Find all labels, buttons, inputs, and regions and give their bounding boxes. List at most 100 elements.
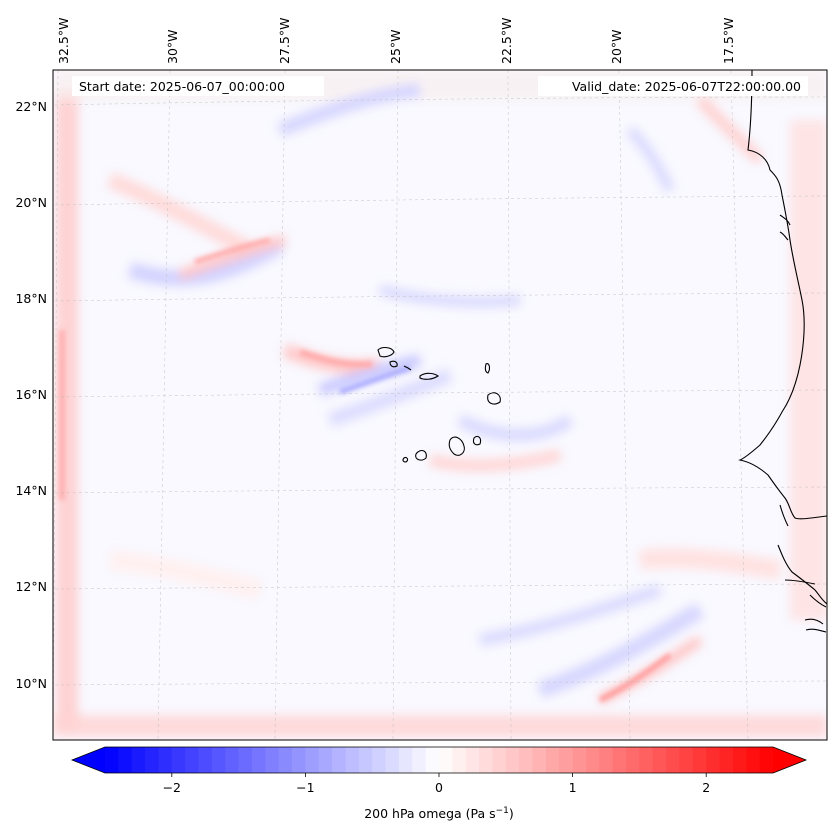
colorbar-cell: [452, 747, 467, 773]
colorbar-cell: [759, 747, 774, 773]
island-santiago: [448, 436, 465, 456]
colorbar-cell: [746, 747, 761, 773]
colorbar-cell: [626, 747, 640, 773]
colorbar-cell: [238, 747, 253, 773]
colorbar-cell: [465, 747, 480, 773]
colorbar-tick-label: −1: [296, 780, 314, 795]
colorbar-cell: [398, 747, 413, 773]
colorbar-cell: [345, 747, 360, 773]
lon-label-30w: 30°W: [165, 29, 180, 64]
colorbar-cell: [225, 747, 240, 773]
colorbar-cell: [198, 747, 213, 773]
colorbar-cell: [292, 747, 306, 773]
colorbar-cell: [412, 747, 427, 773]
lat-label-18n: 18°N: [15, 291, 47, 306]
colorbar-cell: [265, 747, 280, 773]
map-frame: [52, 69, 828, 741]
colorbar-cell: [185, 747, 200, 773]
lat-label-10n: 10°N: [15, 676, 47, 691]
colorbar-cell: [545, 747, 560, 773]
colorbar-cell: [105, 747, 119, 773]
colorbar-cell: [439, 747, 453, 773]
colorbar-cell: [131, 747, 146, 773]
colorbar-outline: [70, 746, 808, 774]
island-santa-luzia: [403, 365, 412, 371]
colorbar-cell: [251, 747, 266, 773]
colorbar-cell: [559, 747, 574, 773]
lat-label-12n: 12°N: [15, 579, 47, 594]
island-boa-vista: [487, 392, 501, 405]
island-sal: [484, 363, 491, 374]
colorbar-cell: [505, 747, 520, 773]
colorbar: −2 −1 0 1 2 200 hPa omega (Pa s−1): [70, 746, 808, 821]
lon-label-17-5w: 17.5°W: [721, 18, 736, 64]
start-date-box: Start date: 2025-06-07_00:00:00: [72, 76, 324, 96]
island-sao-vicente: [389, 360, 398, 368]
colorbar-cell: [585, 747, 600, 773]
colorbar-cells: [105, 747, 774, 773]
cape-verde-islands: [377, 347, 501, 463]
colorbar-cell: [532, 747, 547, 773]
colorbar-tick-label: 1: [569, 780, 577, 795]
latitude-labels: 22°N 20°N 18°N 16°N 14°N 12°N 10°N: [15, 99, 47, 691]
colorbar-cell: [719, 747, 734, 773]
colorbar-cell: [492, 747, 507, 773]
colorbar-extend-max: [773, 747, 806, 773]
colorbar-cell: [612, 747, 627, 773]
colorbar-cell: [171, 747, 186, 773]
omega-field: [53, 70, 827, 737]
lon-label-27-5w: 27.5°W: [277, 18, 292, 64]
longitude-labels: 32.5°W 30°W 27.5°W 25°W 22.5°W 20°W 17.5…: [56, 18, 736, 64]
colorbar-cell: [599, 747, 614, 773]
colorbar-tick-label: 0: [435, 780, 443, 795]
colorbar-cell: [706, 747, 721, 773]
colorbar-cell: [425, 747, 440, 773]
colorbar-cell: [305, 747, 320, 773]
lon-label-22-5w: 22.5°W: [499, 18, 514, 64]
colorbar-cell: [692, 747, 707, 773]
colorbar-cell: [572, 747, 587, 773]
lat-label-16n: 16°N: [15, 387, 47, 402]
colorbar-cell: [519, 747, 534, 773]
map-panel: Start date: 2025-06-07_00:00:00 Valid_da…: [52, 69, 828, 741]
colorbar-tick-label: −2: [163, 780, 181, 795]
island-maio: [472, 435, 482, 446]
colorbar-cell: [158, 747, 173, 773]
colorbar-cell: [318, 747, 333, 773]
colorbar-cell: [385, 747, 400, 773]
gridlines: [53, 70, 827, 740]
colorbar-cell: [211, 747, 226, 773]
island-fogo: [415, 449, 427, 461]
colorbar-label: 200 hPa omega (Pa s−1): [364, 806, 514, 821]
colorbar-cell: [639, 747, 654, 773]
colorbar-tick-label: 2: [702, 780, 710, 795]
colorbar-cell: [372, 747, 387, 773]
colorbar-cell: [666, 747, 681, 773]
island-santo-antao: [377, 347, 395, 358]
coastline: [738, 69, 828, 633]
colorbar-cell: [679, 747, 694, 773]
start-date-text: Start date: 2025-06-07_00:00:00: [79, 79, 285, 94]
colorbar-cell: [479, 747, 494, 773]
colorbar-cell: [278, 747, 293, 773]
colorbar-cell: [652, 747, 667, 773]
colorbar-ticks: −2 −1 0 1 2: [163, 773, 710, 795]
africa-coastline: [738, 69, 828, 520]
lon-label-20w: 20°W: [609, 29, 624, 64]
lat-label-20n: 20°N: [15, 195, 47, 210]
colorbar-cell: [732, 747, 747, 773]
lat-label-22n: 22°N: [15, 99, 47, 114]
island-brava: [402, 456, 409, 463]
lon-label-32-5w: 32.5°W: [56, 18, 71, 64]
map-background: [53, 70, 827, 740]
valid-date-text: Valid_date: 2025-06-07T22:00:00.00: [572, 79, 801, 94]
lat-label-14n: 14°N: [15, 483, 47, 498]
colorbar-cell: [118, 747, 133, 773]
colorbar-cell: [145, 747, 160, 773]
colorbar-cell: [332, 747, 347, 773]
colorbar-extend-min: [72, 747, 105, 773]
lon-label-25w: 25°W: [388, 29, 403, 64]
island-sao-nicolau: [419, 372, 439, 380]
valid-date-box: Valid_date: 2025-06-07T22:00:00.00: [538, 76, 808, 96]
